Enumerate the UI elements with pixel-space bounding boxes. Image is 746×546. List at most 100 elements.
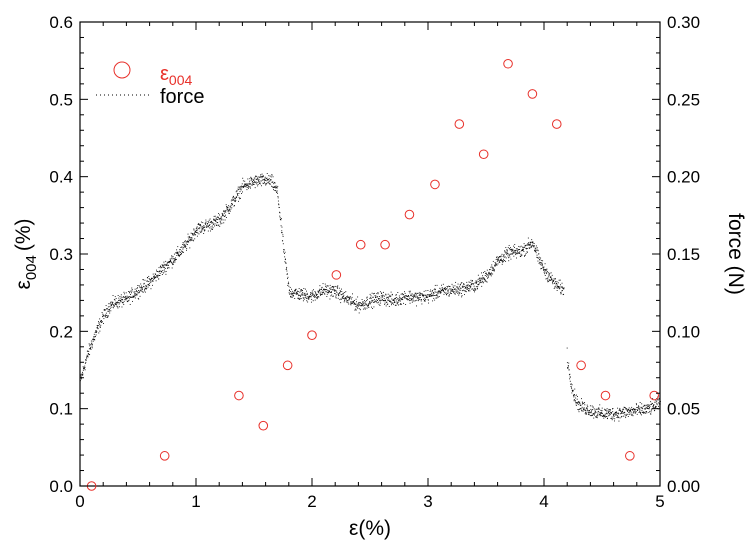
force-point — [338, 293, 340, 294]
force-point — [217, 222, 219, 223]
force-point — [578, 404, 580, 406]
force-point — [212, 223, 214, 225]
force-point — [417, 292, 419, 294]
force-point — [148, 284, 150, 286]
force-point — [225, 210, 227, 212]
force-point — [645, 412, 646, 414]
force-point — [433, 291, 434, 293]
force-point — [123, 304, 125, 306]
force-point — [475, 280, 477, 282]
force-point — [123, 293, 125, 295]
force-point — [414, 292, 416, 294]
force-point — [478, 281, 480, 282]
force-point — [304, 292, 306, 294]
force-point — [135, 294, 137, 296]
force-point — [102, 313, 104, 315]
force-point — [603, 414, 604, 416]
force-point — [454, 285, 456, 287]
force-point — [649, 407, 650, 408]
force-point — [319, 293, 321, 295]
force-point — [353, 303, 355, 305]
force-point — [641, 407, 643, 409]
force-point — [90, 348, 92, 350]
force-point — [350, 304, 352, 306]
force-point — [425, 299, 427, 301]
force-point — [535, 251, 537, 252]
force-point — [423, 300, 425, 302]
y-right-tick-label: 0.30 — [667, 13, 700, 32]
force-point — [248, 182, 250, 184]
force-point — [561, 286, 563, 288]
force-point — [293, 292, 295, 294]
force-point — [261, 175, 263, 177]
force-point — [651, 403, 653, 404]
force-point — [307, 296, 309, 298]
force-point — [275, 185, 277, 187]
force-point — [433, 297, 435, 299]
force-point — [400, 303, 402, 305]
force-point — [552, 283, 554, 285]
force-point — [198, 224, 200, 226]
force-point — [141, 289, 143, 291]
force-point — [394, 300, 396, 302]
force-point — [650, 411, 652, 413]
force-point — [337, 294, 339, 296]
force-point — [221, 216, 222, 218]
force-point — [422, 295, 424, 297]
force-point — [220, 219, 222, 221]
force-point — [189, 240, 191, 242]
force-point — [95, 331, 97, 333]
force-point — [108, 310, 110, 312]
force-point — [586, 407, 588, 409]
force-point — [512, 252, 514, 254]
force-point — [316, 294, 318, 296]
force-point — [609, 409, 611, 411]
force-point — [635, 411, 637, 413]
force-point — [325, 290, 327, 292]
force-point — [641, 414, 642, 416]
force-point — [492, 260, 494, 262]
force-point — [313, 294, 315, 296]
force-point — [590, 408, 592, 410]
force-point — [569, 378, 571, 380]
force-point — [288, 285, 290, 287]
force-point — [532, 242, 534, 244]
force-point — [363, 305, 365, 306]
force-point — [582, 403, 584, 405]
force-point — [622, 408, 624, 410]
force-point — [474, 291, 476, 293]
y-right-tick-label: 0.15 — [667, 245, 700, 264]
force-point — [371, 306, 372, 308]
force-point — [241, 187, 243, 189]
force-point — [503, 258, 505, 260]
force-point — [525, 247, 527, 249]
force-point — [210, 230, 211, 232]
force-point — [93, 336, 95, 338]
force-point — [608, 412, 609, 414]
force-point — [416, 305, 417, 307]
force-point — [106, 308, 108, 309]
force-point — [432, 293, 434, 295]
force-point — [140, 290, 142, 292]
force-point — [616, 417, 618, 418]
force-point — [546, 268, 548, 270]
force-point — [162, 270, 164, 271]
force-point — [302, 294, 304, 296]
force-point — [261, 176, 263, 177]
force-point — [188, 235, 190, 237]
force-point — [153, 278, 155, 280]
force-point — [131, 292, 132, 294]
force-point — [99, 326, 101, 328]
force-point — [620, 410, 622, 412]
force-point — [144, 289, 146, 290]
force-point — [171, 256, 173, 258]
force-point — [276, 190, 278, 192]
force-point — [605, 416, 606, 418]
force-point — [371, 301, 373, 303]
force-point — [363, 303, 365, 305]
force-point — [258, 180, 260, 182]
force-point — [578, 411, 580, 413]
force-point — [410, 299, 412, 301]
force-point — [208, 219, 210, 221]
force-point — [655, 405, 656, 407]
